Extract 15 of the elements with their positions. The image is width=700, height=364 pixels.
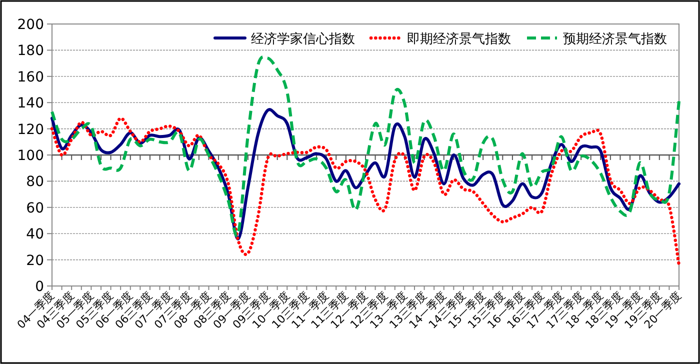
y-tick-label: 0 — [35, 279, 44, 295]
y-tick-label: 20 — [26, 252, 44, 269]
y-tick-label: 160 — [17, 69, 44, 86]
y-tick-label: 80 — [26, 174, 44, 190]
legend-label: 即期经济景气指数 — [407, 32, 511, 47]
y-tick-label: 120 — [17, 122, 44, 138]
legend-label: 预期经济景气指数 — [563, 32, 667, 47]
y-tick-label: 100 — [17, 148, 44, 164]
y-tick-label: 60 — [26, 200, 44, 216]
y-tick-label: 40 — [26, 226, 44, 243]
y-tick-label: 140 — [17, 96, 44, 112]
line-series — [50, 116, 681, 267]
legend-label: 经济学家信心指数 — [251, 31, 355, 47]
y-tick-label: 200 — [17, 17, 44, 33]
y-tick-label: 180 — [17, 43, 44, 60]
